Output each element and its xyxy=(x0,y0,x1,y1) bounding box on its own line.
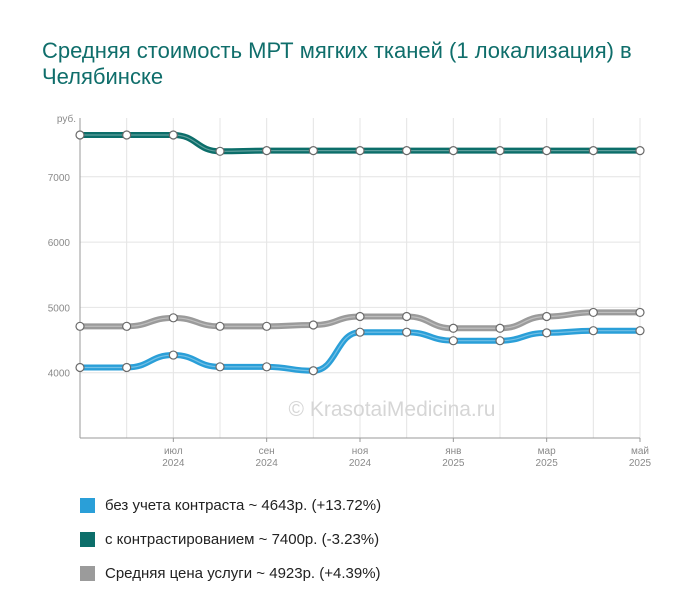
x-tick-labels: июл2024сен2024ноя2024янв2025мар2025май20… xyxy=(162,438,652,469)
chart-title: Средняя стоимость МРТ мягких тканей (1 л… xyxy=(42,38,632,89)
data-point[interactable] xyxy=(448,336,458,346)
x-tick-year: 2025 xyxy=(629,458,652,469)
data-point[interactable] xyxy=(122,362,132,373)
data-point[interactable] xyxy=(355,327,365,337)
data-point[interactable] xyxy=(588,146,598,156)
data-point[interactable] xyxy=(635,307,645,318)
data-point[interactable] xyxy=(588,326,598,336)
data-point[interactable] xyxy=(215,362,225,372)
data-point[interactable] xyxy=(262,146,272,156)
data-point[interactable] xyxy=(215,321,225,331)
data-point[interactable] xyxy=(122,321,132,331)
data-point[interactable] xyxy=(495,323,505,333)
watermark: © KrasotaiMedicina.ru xyxy=(289,398,496,421)
legend-label: без учета контраста ~ 4643р. (+13.72%) xyxy=(105,496,382,514)
data-point[interactable] xyxy=(635,326,645,336)
legend-item-contrast[interactable]: с контрастированием ~ 7400р. (-3.23%) xyxy=(80,522,381,556)
data-point[interactable] xyxy=(542,311,552,322)
data-point[interactable] xyxy=(495,146,505,156)
data-point[interactable] xyxy=(75,362,85,373)
x-tick-month: мар xyxy=(538,446,556,457)
x-tick-month: май xyxy=(631,446,649,457)
data-point[interactable] xyxy=(355,311,365,322)
legend-item-average[interactable]: Средняя цена услуги ~ 4923р. (+4.39%) xyxy=(80,556,381,590)
data-point[interactable] xyxy=(448,146,458,156)
x-tick-year: 2024 xyxy=(162,458,185,469)
series-1 xyxy=(75,130,645,156)
data-point[interactable] xyxy=(402,146,412,156)
data-point[interactable] xyxy=(262,362,272,372)
data-point[interactable] xyxy=(588,307,598,318)
data-point[interactable] xyxy=(448,323,458,333)
y-tick-labels: 4000 5000 6000 7000 xyxy=(48,173,71,380)
y-tick-label: 7000 xyxy=(48,173,71,184)
chart-legend: без учета контраста ~ 4643р. (+13.72%) с… xyxy=(80,488,381,590)
data-point[interactable] xyxy=(635,146,645,156)
data-point[interactable] xyxy=(308,146,318,156)
y-axis-label: руб. xyxy=(57,113,76,125)
data-point[interactable] xyxy=(355,146,365,156)
x-tick-month: июл xyxy=(164,446,183,457)
x-tick-month: янв xyxy=(445,446,461,457)
data-point[interactable] xyxy=(75,321,85,331)
data-point[interactable] xyxy=(308,366,318,376)
x-tick-year: 2024 xyxy=(349,458,372,469)
data-point[interactable] xyxy=(75,130,85,140)
data-point[interactable] xyxy=(542,328,552,338)
data-point[interactable] xyxy=(168,313,178,323)
data-point[interactable] xyxy=(168,130,178,140)
data-point[interactable] xyxy=(215,146,225,156)
chart-grid xyxy=(80,118,641,438)
chart-series xyxy=(75,130,645,376)
x-tick-month: ноя xyxy=(352,446,369,457)
data-point[interactable] xyxy=(542,146,552,156)
data-point[interactable] xyxy=(308,320,318,330)
y-tick-label: 4000 xyxy=(48,369,71,380)
series-2 xyxy=(75,307,645,333)
data-point[interactable] xyxy=(168,350,178,360)
legend-label: Средняя цена услуги ~ 4923р. (+4.39%) xyxy=(105,564,381,582)
x-tick-year: 2024 xyxy=(256,458,279,469)
data-point[interactable] xyxy=(262,321,272,331)
series-0 xyxy=(75,326,645,376)
legend-swatch xyxy=(80,565,95,581)
data-point[interactable] xyxy=(122,130,132,140)
x-tick-year: 2025 xyxy=(536,458,559,469)
legend-label: с контрастированием ~ 7400р. (-3.23%) xyxy=(105,530,380,548)
y-tick-label: 5000 xyxy=(48,303,71,314)
x-tick-month: сен xyxy=(259,446,275,457)
data-point[interactable] xyxy=(402,311,412,322)
x-tick-year: 2025 xyxy=(442,458,465,469)
y-tick-label: 6000 xyxy=(48,238,71,249)
data-point[interactable] xyxy=(495,336,505,346)
legend-swatch xyxy=(80,531,95,547)
legend-item-no-contrast[interactable]: без учета контраста ~ 4643р. (+13.72%) xyxy=(80,488,381,522)
data-point[interactable] xyxy=(402,327,412,337)
legend-swatch xyxy=(80,497,95,513)
